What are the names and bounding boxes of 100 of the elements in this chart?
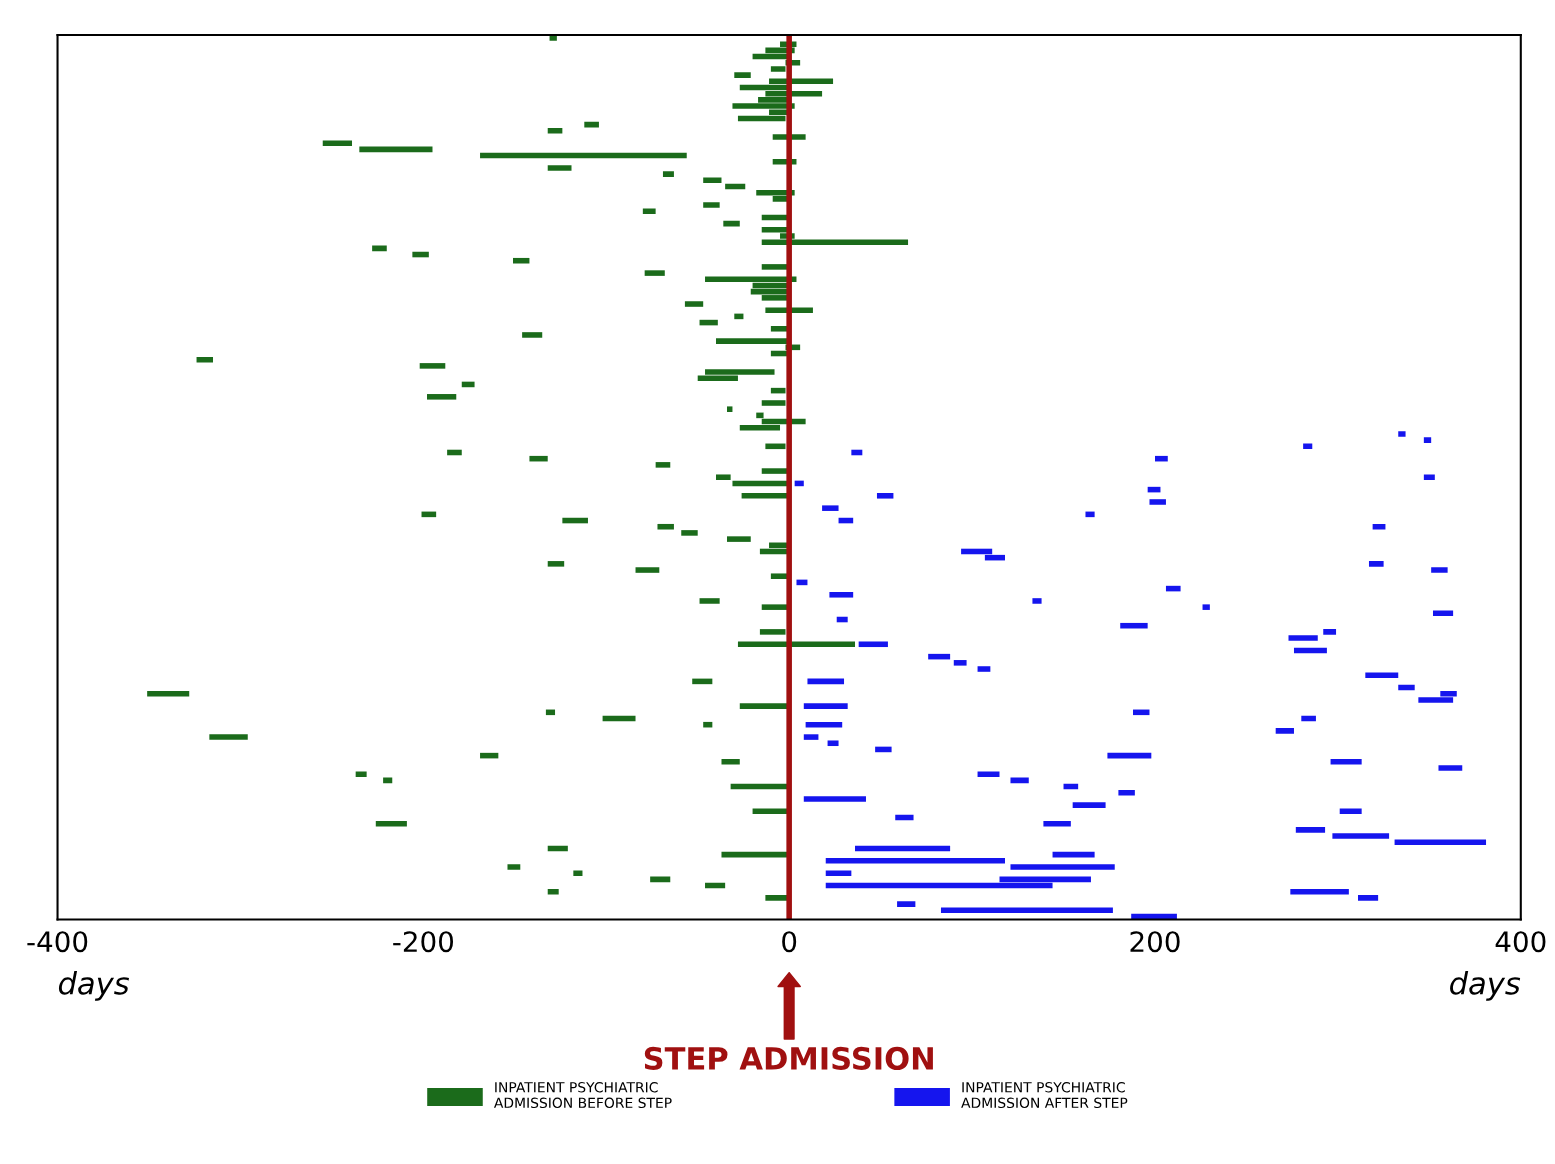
bar bbox=[1301, 715, 1316, 722]
bar bbox=[1275, 728, 1294, 734]
bar bbox=[655, 462, 671, 468]
bar bbox=[529, 455, 548, 462]
bar bbox=[822, 505, 839, 511]
bar bbox=[522, 332, 543, 338]
bar bbox=[721, 759, 740, 765]
bar bbox=[1010, 864, 1115, 870]
bar bbox=[507, 864, 521, 870]
bar bbox=[1085, 511, 1095, 518]
bar bbox=[547, 128, 563, 134]
x-tick-label: 400 bbox=[1495, 931, 1546, 953]
bar bbox=[1149, 499, 1166, 505]
bar bbox=[480, 152, 687, 159]
bar bbox=[855, 845, 951, 852]
bar bbox=[584, 121, 599, 128]
text: days bbox=[1450, 971, 1521, 1001]
x-tick-label: 0 bbox=[782, 931, 797, 953]
bar bbox=[803, 734, 819, 740]
bar bbox=[684, 301, 704, 307]
bar bbox=[209, 734, 248, 740]
ref-line-label: STEP ADMISSION bbox=[644, 1046, 933, 1070]
bar bbox=[836, 616, 848, 623]
bar bbox=[562, 517, 588, 524]
bar bbox=[716, 474, 731, 481]
bar bbox=[547, 165, 572, 171]
bar bbox=[412, 251, 429, 258]
bar bbox=[1398, 431, 1406, 437]
bar bbox=[359, 146, 433, 153]
bar bbox=[765, 443, 786, 450]
bar bbox=[897, 901, 916, 907]
bar bbox=[977, 771, 1000, 777]
bar bbox=[355, 771, 367, 777]
bar bbox=[1365, 672, 1399, 678]
bar bbox=[726, 406, 733, 412]
bar bbox=[1431, 567, 1448, 573]
bar bbox=[1202, 604, 1210, 610]
bar bbox=[1358, 895, 1379, 901]
bar bbox=[803, 796, 866, 802]
bar bbox=[1372, 523, 1386, 530]
bar bbox=[770, 387, 786, 394]
bar bbox=[770, 66, 786, 72]
bar bbox=[699, 598, 720, 604]
bar bbox=[1423, 474, 1435, 481]
bar bbox=[1118, 789, 1135, 796]
bar bbox=[1052, 851, 1095, 858]
bar bbox=[1107, 752, 1152, 759]
bar bbox=[1165, 585, 1181, 592]
bar bbox=[547, 561, 565, 567]
legend-label: INPATIENT PSYCHIATRIC ADMISSION BEFORE STEP bbox=[493, 1082, 672, 1109]
bar bbox=[876, 493, 894, 499]
bar bbox=[1339, 808, 1362, 815]
bar bbox=[427, 394, 457, 400]
bar bbox=[1330, 759, 1362, 765]
bar bbox=[1154, 455, 1168, 462]
bar bbox=[1438, 765, 1463, 771]
bar bbox=[858, 641, 888, 648]
bar bbox=[928, 653, 951, 660]
bar bbox=[602, 715, 636, 722]
bar bbox=[875, 746, 892, 753]
bar bbox=[829, 592, 854, 598]
bar bbox=[573, 870, 583, 876]
bar bbox=[1398, 684, 1415, 691]
bar bbox=[796, 579, 808, 586]
bar bbox=[1295, 827, 1326, 833]
bar bbox=[737, 641, 856, 648]
bar bbox=[1288, 635, 1318, 641]
bar bbox=[1323, 629, 1337, 635]
bar bbox=[512, 257, 530, 264]
bar bbox=[372, 245, 387, 252]
bar bbox=[662, 171, 674, 177]
bar bbox=[726, 536, 751, 542]
legend-label: INPATIENT PSYCHIATRIC ADMISSION AFTER STEP bbox=[961, 1082, 1128, 1109]
bar bbox=[825, 870, 852, 876]
bar bbox=[1368, 561, 1384, 567]
bar bbox=[1394, 839, 1487, 846]
bar bbox=[1010, 777, 1029, 784]
bar bbox=[807, 678, 845, 685]
bar bbox=[825, 858, 1005, 864]
bar bbox=[657, 523, 674, 530]
bar bbox=[447, 449, 462, 456]
bar bbox=[734, 72, 751, 78]
bar bbox=[642, 208, 656, 215]
bar bbox=[375, 820, 407, 827]
x-tick-label: -400 bbox=[27, 931, 88, 953]
bar bbox=[827, 740, 839, 747]
bar bbox=[147, 690, 190, 697]
bar bbox=[1120, 622, 1148, 629]
bar bbox=[681, 530, 698, 536]
bar bbox=[1293, 647, 1327, 654]
x-tick-label: 200 bbox=[1130, 931, 1180, 953]
bar bbox=[322, 140, 353, 146]
bar bbox=[1043, 820, 1071, 827]
bar bbox=[461, 381, 475, 388]
bar bbox=[1072, 802, 1106, 808]
bar bbox=[635, 567, 660, 573]
bar bbox=[759, 629, 786, 635]
bar bbox=[723, 220, 740, 227]
bar bbox=[419, 363, 446, 369]
bar bbox=[1423, 437, 1432, 443]
